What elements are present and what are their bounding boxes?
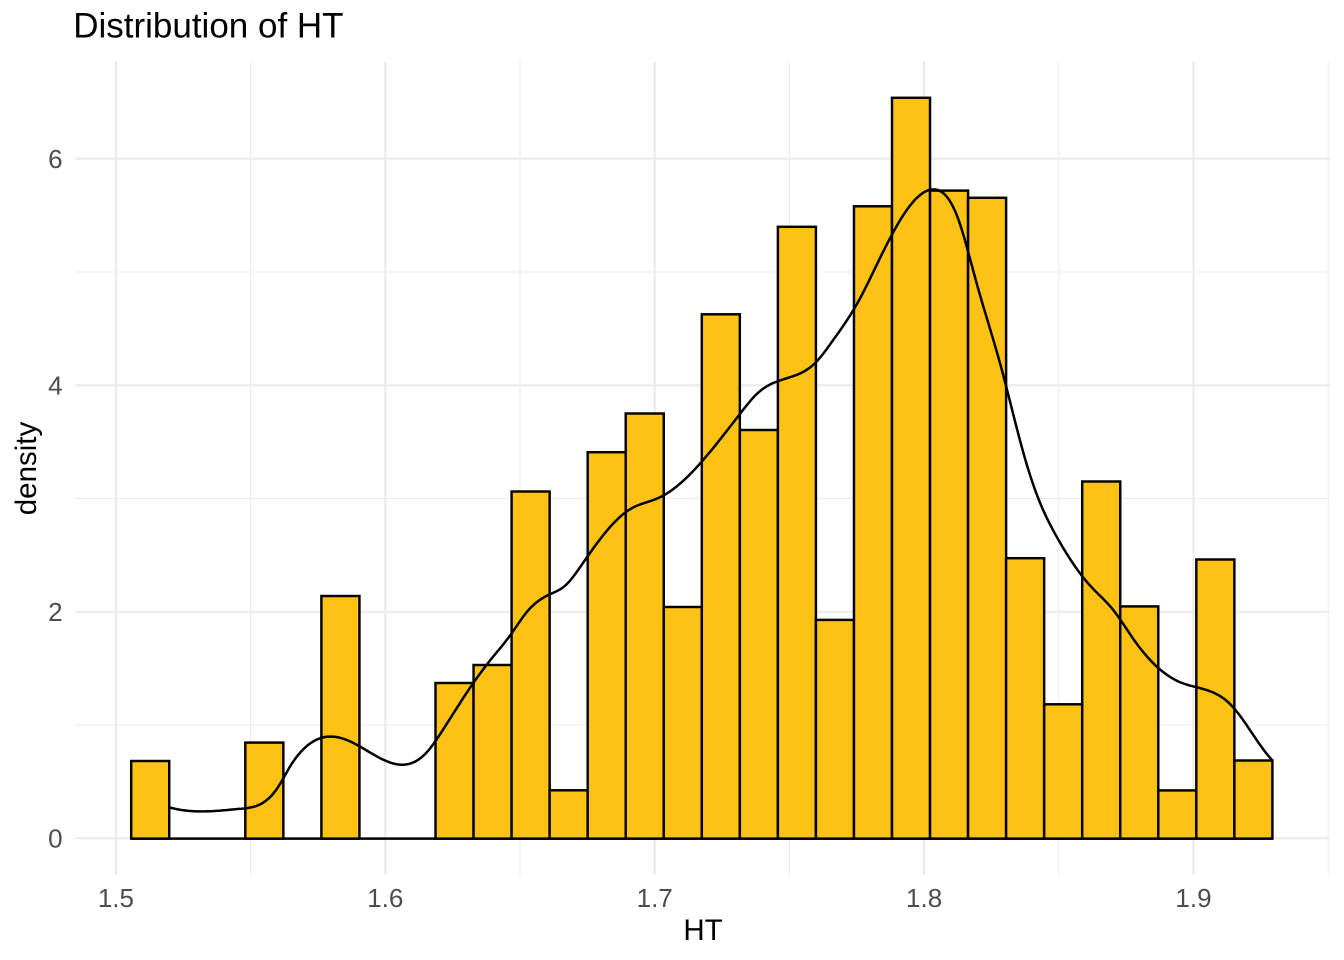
svg-text:1.7: 1.7 [637, 883, 673, 913]
svg-text:4: 4 [48, 371, 62, 401]
svg-text:6: 6 [48, 144, 62, 174]
svg-text:2: 2 [48, 597, 62, 627]
svg-text:1.5: 1.5 [98, 883, 134, 913]
svg-text:density: density [10, 422, 43, 516]
svg-text:Distribution of HT: Distribution of HT [73, 7, 343, 46]
svg-text:0: 0 [48, 824, 62, 854]
svg-text:HT: HT [683, 914, 722, 947]
svg-text:1.9: 1.9 [1175, 883, 1211, 913]
svg-text:1.8: 1.8 [906, 883, 942, 913]
svg-text:1.6: 1.6 [367, 883, 403, 913]
